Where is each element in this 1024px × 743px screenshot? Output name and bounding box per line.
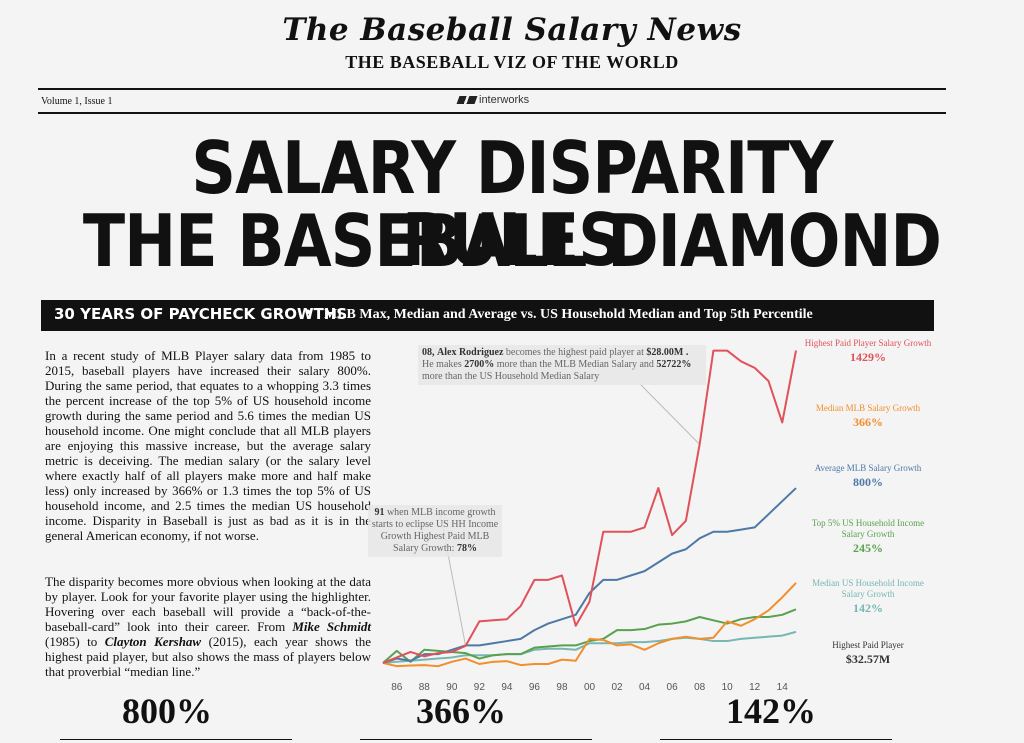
x-tick-label: 14 [777, 682, 789, 693]
annotation-text: when MLB income growth starts to eclipse… [371, 507, 499, 554]
annotation-pct: 52722% [656, 359, 692, 370]
legend-label: Highest Paid Player [832, 640, 904, 650]
legend-label: Highest Paid Player Salary Growth [804, 338, 932, 348]
annotation-pct: 2700% [464, 359, 495, 370]
series-line-top-5-us-household-income-salary-growth[interactable] [382, 608, 797, 664]
annotation-pct: 78% [456, 543, 477, 554]
section-bar-subtitle: MLB Max, Median and Average vs. US House… [324, 307, 813, 322]
masthead-subtitle: THE BASEBALL VIZ OF THE WORLD [345, 52, 679, 72]
article-text: (2015), each year shows the highest paid… [45, 634, 371, 679]
legend-value: $32.57M [845, 652, 891, 666]
section-bar-title: 30 YEARS OF PAYCHECK GROWTHS [54, 305, 348, 323]
annotation-2008: 08, Alex Rodriguez becomes the highest p… [418, 345, 706, 385]
big-number-household: 142% [726, 691, 816, 731]
article-text: (1985) to [45, 634, 105, 649]
x-tick-label: 92 [474, 682, 486, 693]
legend-item: Highest Paid Player Salary Growth 1429% [803, 338, 933, 365]
annotation-text: more than the US Household Median Salary [422, 371, 600, 382]
annotation-text: becomes the highest paid player at [503, 347, 647, 358]
annotation-year: 08, [422, 347, 435, 358]
brand-name: interworks [479, 94, 530, 106]
x-tick-label: 00 [584, 682, 596, 693]
legend-item: Top 5% US Household Income Salary Growth… [803, 518, 933, 556]
legend-value: 1429% [850, 350, 886, 364]
x-tick-label: 10 [722, 682, 734, 693]
legend-item: Median US Household Income Salary Growth… [803, 578, 933, 616]
big-number-median: 366% [416, 691, 506, 731]
x-tick-label: 04 [639, 682, 651, 693]
player-name: Clayton Kershaw [104, 634, 202, 649]
brand-logo: interworks [456, 94, 530, 106]
interworks-logo-icon [456, 96, 478, 105]
legend-label: Average MLB Salary Growth [814, 463, 922, 473]
masthead-rule-bottom [38, 112, 946, 114]
x-tick-label: 12 [749, 682, 761, 693]
legend-label: Median US Household Income Salary Growth [812, 578, 924, 599]
player-name: Mike Schmidt [292, 619, 371, 634]
masthead-rule-top [38, 88, 946, 90]
annotation-text: more than the MLB Median Salary and [494, 359, 657, 370]
series-line-highest-paid-player-salary-growth[interactable] [382, 349, 797, 664]
masthead-title: The Baseball Salary News [282, 12, 742, 48]
article-text: The disparity becomes more obvious when … [45, 574, 371, 634]
x-tick-label: 88 [419, 682, 431, 693]
annotation-text: He makes [422, 359, 465, 370]
x-tick-label: 94 [501, 682, 513, 693]
legend-item: Median MLB Salary Growth 366% [803, 403, 933, 430]
headline-line-1: SALARY DISPARITY RULES [191, 126, 833, 282]
legend-item: Average MLB Salary Growth 800% [803, 463, 933, 490]
x-tick-label: 06 [667, 682, 679, 693]
x-tick-label: 86 [391, 682, 403, 693]
x-tick-label: 02 [611, 682, 623, 693]
series-line-average-mlb-salary-growth[interactable] [382, 487, 797, 664]
annotation-leader-line [639, 383, 700, 445]
issue-label: Volume 1, Issue 1 [41, 96, 113, 107]
x-tick-label: 98 [556, 682, 568, 693]
legend-value: 142% [853, 601, 883, 615]
legend-value: 245% [853, 541, 883, 555]
line-chart[interactable]: 86 88 90 92 94 96 98 00 02 04 06 08 10 12 14 [340, 336, 810, 696]
x-tick-label: 90 [446, 682, 458, 693]
series-line-median-us-household-income-salary-growth[interactable] [382, 630, 797, 664]
x-tick-label: 08 [694, 682, 706, 693]
legend-value: 366% [853, 415, 883, 429]
section-bar: 30 YEARS OF PAYCHECK GROWTHS • MLB Max, … [41, 300, 934, 331]
article-paragraph-1: In a recent study of MLB Player salary d… [45, 348, 371, 543]
section-bar-bullet: • [303, 303, 313, 322]
legend-value: 800% [853, 475, 883, 489]
annotation-player: Alex Rodriguez [437, 347, 504, 358]
legend-label: Median MLB Salary Growth [815, 403, 921, 413]
x-tick-label: 96 [529, 682, 541, 693]
bottom-rule-2 [360, 739, 592, 740]
series-line-median-mlb-salary-growth[interactable] [382, 582, 797, 668]
annotation-salary: $28.00M . [646, 347, 689, 358]
bottom-rule-3 [660, 739, 892, 740]
annotation-year: 91 [374, 507, 385, 518]
article-paragraph-2: The disparity becomes more obvious when … [45, 574, 371, 679]
bottom-rule-1 [60, 739, 292, 740]
headline-line-2: THE BASEBALL DIAMOND [82, 199, 942, 283]
legend-item: Highest Paid Player $32.57M [803, 640, 933, 667]
big-number-average: 800% [122, 691, 212, 731]
legend-label: Top 5% US Household Income Salary Growth [811, 518, 925, 539]
annotation-1991: 91 when MLB income growth starts to ecli… [368, 505, 502, 557]
